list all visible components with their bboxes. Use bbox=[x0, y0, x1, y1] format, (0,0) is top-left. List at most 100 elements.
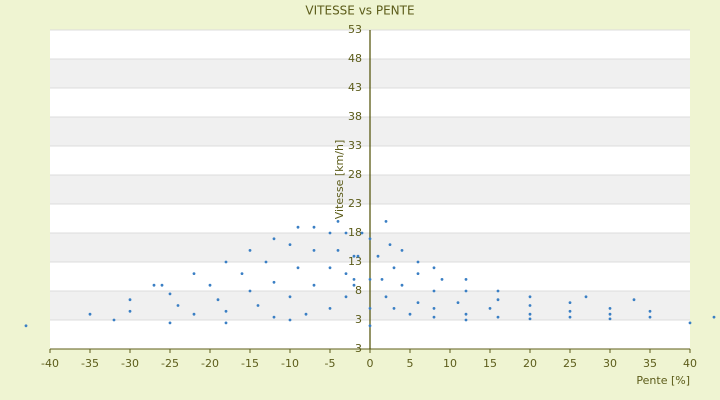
y-tick-label: 38 bbox=[348, 110, 362, 123]
x-tick-label: -5 bbox=[325, 357, 336, 370]
point bbox=[712, 315, 716, 319]
point bbox=[376, 254, 380, 258]
point bbox=[400, 283, 404, 287]
point bbox=[160, 283, 164, 287]
point bbox=[392, 266, 396, 270]
point bbox=[408, 312, 412, 316]
y-tick-label: 8 bbox=[355, 284, 362, 297]
point bbox=[608, 307, 612, 310]
x-tick-label: 30 bbox=[603, 357, 617, 370]
x-tick-label: 15 bbox=[483, 357, 497, 370]
x-tick-label: 0 bbox=[367, 357, 374, 370]
point bbox=[328, 307, 332, 310]
point bbox=[344, 231, 348, 235]
point bbox=[456, 301, 460, 304]
point bbox=[440, 278, 444, 281]
point bbox=[272, 315, 276, 319]
point bbox=[192, 272, 196, 275]
point bbox=[296, 225, 300, 229]
point bbox=[216, 298, 220, 302]
point bbox=[496, 298, 500, 302]
point bbox=[168, 292, 172, 296]
point bbox=[632, 298, 636, 302]
point bbox=[344, 272, 348, 275]
point bbox=[208, 283, 212, 287]
x-tick-label: 25 bbox=[563, 357, 577, 370]
point bbox=[256, 304, 260, 307]
point bbox=[88, 312, 92, 316]
point bbox=[648, 309, 652, 313]
point bbox=[496, 315, 500, 319]
x-tick-label: 10 bbox=[443, 357, 457, 370]
point bbox=[416, 301, 420, 304]
y-tick-label: 13 bbox=[348, 255, 362, 268]
point bbox=[528, 295, 532, 299]
point bbox=[288, 243, 292, 247]
point bbox=[176, 304, 180, 307]
point bbox=[248, 289, 252, 293]
point bbox=[356, 254, 360, 258]
point bbox=[528, 317, 532, 321]
point bbox=[608, 312, 612, 316]
point bbox=[272, 280, 276, 284]
x-tick-label: -15 bbox=[241, 357, 259, 370]
point bbox=[224, 260, 228, 264]
y-axis-title: Vitesse [km/h] bbox=[333, 140, 346, 220]
point bbox=[368, 237, 372, 241]
point bbox=[568, 315, 572, 319]
point bbox=[416, 260, 420, 264]
point bbox=[112, 318, 116, 322]
y-tick-label: 18 bbox=[348, 226, 362, 239]
point bbox=[312, 225, 316, 229]
y-tick-label: 28 bbox=[348, 168, 362, 181]
point bbox=[688, 321, 692, 325]
point bbox=[312, 283, 316, 287]
point bbox=[352, 278, 356, 281]
point bbox=[272, 237, 276, 241]
point bbox=[360, 231, 364, 235]
x-axis-title: Pente [%] bbox=[636, 374, 690, 387]
point bbox=[432, 315, 436, 319]
x-tick-label: -40 bbox=[41, 357, 59, 370]
point bbox=[464, 278, 468, 281]
point bbox=[128, 309, 132, 313]
point bbox=[312, 249, 316, 252]
x-tick-label: 40 bbox=[683, 357, 697, 370]
y-tick-label: 23 bbox=[348, 197, 362, 210]
y-tick-label: 3 bbox=[355, 313, 362, 326]
point bbox=[368, 307, 372, 310]
point bbox=[192, 312, 196, 316]
point bbox=[400, 249, 404, 252]
point bbox=[288, 318, 292, 322]
point bbox=[152, 283, 156, 287]
x-tick-label: 5 bbox=[407, 357, 414, 370]
point bbox=[264, 260, 268, 264]
x-tick-label: -25 bbox=[161, 357, 179, 370]
point bbox=[384, 295, 388, 299]
x-tick-label: -30 bbox=[121, 357, 139, 370]
point bbox=[328, 266, 332, 270]
point bbox=[328, 231, 332, 235]
point bbox=[464, 318, 468, 322]
point bbox=[464, 289, 468, 293]
point bbox=[392, 307, 396, 310]
point bbox=[528, 312, 532, 316]
point bbox=[240, 272, 244, 275]
point bbox=[352, 283, 356, 287]
x-tick-label: 20 bbox=[523, 357, 537, 370]
point bbox=[368, 278, 372, 281]
point bbox=[608, 317, 612, 321]
x-tick-label: -10 bbox=[281, 357, 299, 370]
point bbox=[344, 295, 348, 299]
point bbox=[568, 309, 572, 313]
point bbox=[24, 324, 28, 328]
point bbox=[336, 249, 340, 252]
point bbox=[464, 312, 468, 316]
point bbox=[352, 254, 356, 258]
y-tick-label: 48 bbox=[348, 52, 362, 65]
y-tick-label: 43 bbox=[348, 81, 362, 94]
point bbox=[584, 295, 588, 299]
point bbox=[388, 243, 392, 247]
point bbox=[416, 272, 420, 275]
point bbox=[432, 289, 436, 293]
